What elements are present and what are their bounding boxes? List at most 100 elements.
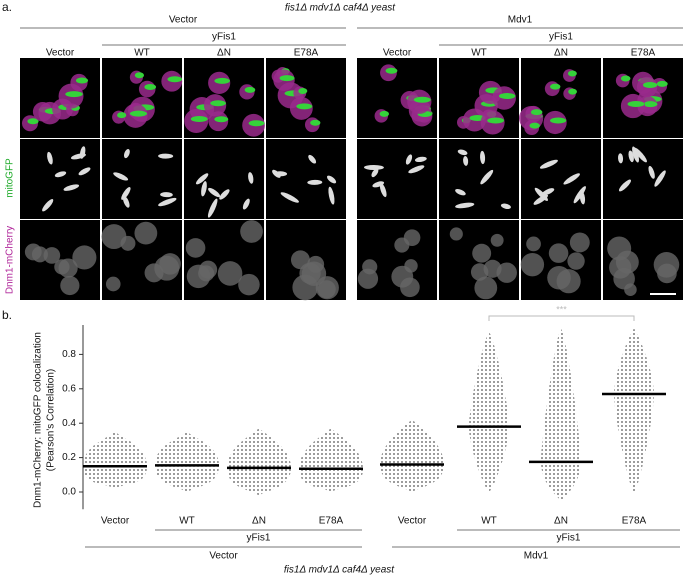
column-label: WT	[471, 48, 487, 59]
mito	[414, 156, 427, 163]
column-label: Vector	[383, 48, 412, 59]
mito	[539, 159, 558, 169]
mito	[618, 153, 624, 164]
cell	[217, 261, 243, 286]
subgroup-label: yFis1	[247, 533, 271, 544]
cell	[556, 269, 581, 294]
mito	[529, 122, 540, 129]
micrograph	[603, 139, 683, 219]
mito	[405, 154, 413, 165]
x-tick-label: E78A	[319, 516, 344, 527]
subgroup-label: yFis1	[549, 32, 573, 43]
mito	[632, 146, 640, 163]
mito	[633, 147, 647, 163]
cell	[72, 245, 97, 270]
cell	[496, 262, 517, 283]
column-label: E78A	[631, 48, 656, 59]
mito	[487, 117, 505, 124]
mito	[563, 173, 580, 185]
micrograph	[357, 139, 437, 219]
mito	[158, 197, 177, 207]
mito	[134, 72, 144, 79]
mito	[656, 80, 668, 87]
cell	[526, 236, 541, 252]
mito	[457, 149, 468, 156]
mito	[219, 189, 230, 200]
mito	[455, 189, 466, 196]
mito	[620, 75, 631, 82]
cell	[357, 268, 379, 289]
mito	[385, 67, 398, 74]
swarm	[299, 428, 363, 492]
cell	[43, 247, 61, 264]
mito	[210, 100, 226, 107]
panel-title: fis1Δ mdv1Δ caf4Δ yeast	[285, 3, 396, 14]
x-tick-label: ΔN	[252, 516, 266, 527]
mito	[379, 110, 389, 117]
x-tick-label: Vector	[101, 516, 130, 527]
swarm	[469, 332, 509, 492]
y-tick-label: 0.0	[62, 487, 76, 498]
swarm	[541, 328, 581, 501]
mito	[310, 119, 321, 126]
y-label: Dnm1-mCherry: mitoGFP colocalization	[33, 332, 44, 508]
y-tick-label: 0.4	[62, 418, 76, 429]
group-label: Vector	[209, 551, 238, 562]
y-tick-label: 0.2	[62, 452, 76, 463]
mito	[307, 179, 323, 185]
x-tick-label: Vector	[398, 516, 427, 527]
micrograph	[20, 139, 100, 219]
mito	[573, 186, 586, 204]
mito	[413, 96, 431, 103]
cell	[238, 273, 260, 296]
cell	[449, 227, 463, 241]
mito	[643, 101, 658, 108]
cell	[483, 259, 502, 278]
mito	[129, 110, 147, 117]
column-label: E78A	[294, 48, 319, 59]
mito	[308, 154, 317, 164]
cell	[404, 259, 418, 273]
mito	[372, 181, 385, 188]
mito	[79, 146, 86, 159]
mito	[618, 179, 631, 192]
mito	[498, 93, 516, 100]
mito	[533, 194, 549, 205]
mito	[54, 171, 67, 178]
mito	[42, 199, 54, 212]
mito	[144, 84, 157, 91]
mito	[371, 168, 379, 178]
significance-bracket	[488, 315, 635, 321]
mito	[207, 198, 218, 218]
y-label: (Pearson's Correlation)	[46, 369, 57, 472]
cell	[615, 250, 639, 274]
cell	[105, 276, 121, 292]
swarm	[227, 428, 291, 496]
y-tick-label: 0.6	[62, 383, 76, 394]
mito	[27, 118, 39, 125]
mito	[642, 81, 658, 88]
cell	[292, 274, 319, 301]
micrograph	[102, 139, 182, 219]
x-tick-label: WT	[179, 516, 195, 527]
cell	[317, 280, 336, 299]
cell	[240, 220, 263, 243]
mito	[167, 76, 183, 83]
cell	[548, 243, 569, 263]
mito	[47, 151, 53, 165]
mito	[298, 87, 308, 94]
cell	[394, 237, 410, 253]
mito	[568, 88, 577, 95]
mito	[296, 103, 313, 110]
mito	[628, 150, 634, 163]
cell	[144, 263, 164, 283]
cell	[490, 233, 504, 247]
mito	[195, 173, 209, 185]
cell	[159, 253, 181, 275]
cell	[472, 243, 492, 263]
cell	[520, 252, 545, 277]
annotation: ***	[556, 304, 567, 314]
mito	[201, 181, 207, 197]
mito	[113, 172, 129, 181]
